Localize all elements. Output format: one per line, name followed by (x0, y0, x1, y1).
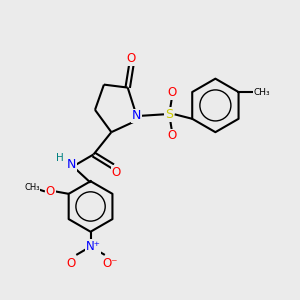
Text: O: O (46, 185, 55, 198)
Text: O⁻: O⁻ (103, 257, 118, 270)
Text: N: N (132, 109, 141, 122)
Text: N: N (67, 158, 76, 171)
Text: H: H (56, 153, 64, 163)
Text: O: O (127, 52, 136, 65)
Text: CH₃: CH₃ (24, 183, 40, 192)
Text: O: O (167, 86, 176, 99)
Text: CH₃: CH₃ (254, 88, 270, 97)
Text: O: O (167, 129, 176, 142)
Text: N⁺: N⁺ (85, 240, 100, 253)
Text: S: S (165, 108, 173, 121)
Text: O: O (66, 257, 75, 270)
Text: O: O (112, 166, 121, 179)
